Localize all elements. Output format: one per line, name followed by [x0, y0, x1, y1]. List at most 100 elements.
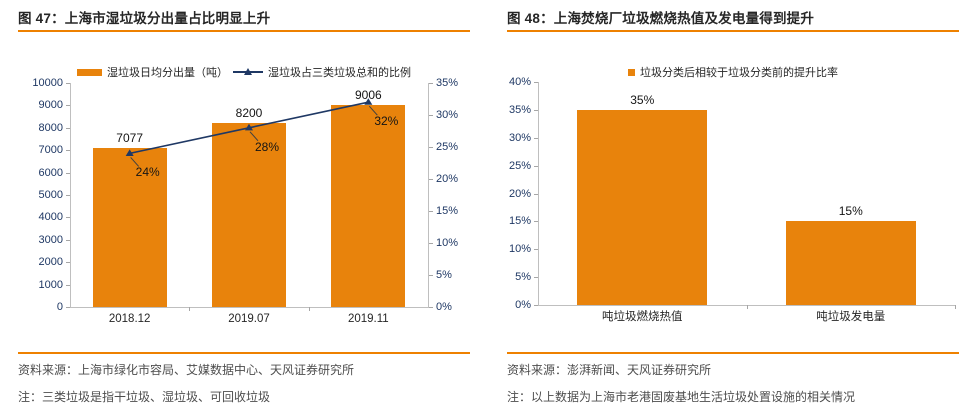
label-leader-line — [368, 105, 378, 116]
y-axis-label: 30% — [508, 131, 531, 144]
bar-value-label: 35% — [630, 92, 655, 107]
right-y-axis-label: 5% — [436, 269, 452, 281]
chart-legend: 湿垃圾日均分出量（吨） 湿垃圾占三类垃圾总和的比例 — [18, 64, 470, 80]
right-y-axis-label: 0% — [436, 301, 452, 313]
legend-line-swatch-icon — [233, 68, 263, 75]
bar-2019.07 — [212, 123, 286, 307]
figure-47-panel: 图 47：上海市湿垃圾分出量占比明显上升 湿垃圾日均分出量（吨） 湿垃圾占三类垃圾… — [0, 0, 488, 418]
left-axis-tick — [534, 221, 538, 223]
y-axis-label: 10% — [508, 243, 531, 256]
figure-48-note-text: 注：以上数据为上海市老港固废基地生活垃圾处置设施的相关情况 — [507, 390, 856, 404]
chart-legend: 垃圾分类后相较于垃圾分类前的提升比率 — [507, 64, 959, 80]
right-y-axis-label: 10% — [436, 237, 459, 249]
x-axis-label: 2019.11 — [347, 313, 389, 325]
legend-triangle-marker-icon — [244, 68, 252, 75]
left-axis-tick — [534, 193, 538, 195]
left-axis-line — [70, 83, 71, 308]
figure-47-source-text: 资料来源：上海市绿化市容局、艾媒数据中心、天风证券研究所 — [18, 363, 355, 377]
line-percent-label: 28% — [255, 139, 280, 154]
x-axis-label: 吨垃圾燃烧热值 — [602, 311, 683, 323]
bottom-axis-end-tick — [955, 305, 956, 309]
y-axis-label: 10000 — [32, 77, 63, 89]
x-axis-label: 2019.07 — [228, 313, 270, 325]
y-axis-label: 7000 — [38, 144, 63, 157]
left-axis-tick — [66, 262, 70, 264]
y-axis-label: 9000 — [38, 99, 63, 112]
bar-value-label: 7077 — [116, 131, 143, 146]
y-axis-label: 0 — [56, 301, 63, 313]
x-axis-label: 吨垃圾发电量 — [816, 311, 886, 323]
figure-47-source-divider — [18, 352, 470, 354]
right-axis-tick — [429, 115, 433, 116]
right-axis-tick — [429, 243, 433, 244]
right-axis-tick — [429, 147, 433, 148]
bar-value-label: 8200 — [235, 106, 263, 121]
x-axis-label: 2018.12 — [108, 313, 151, 325]
right-axis-tick — [429, 211, 433, 212]
figure-48-source-divider — [507, 352, 959, 354]
left-axis-tick — [534, 109, 538, 111]
left-axis-tick — [66, 239, 70, 241]
y-axis-label: 20% — [508, 187, 531, 200]
line-percent-label: 32% — [374, 114, 399, 129]
line-point-triangle-icon — [125, 149, 134, 156]
label-leader-line — [130, 157, 140, 167]
right-axis-tick — [429, 307, 433, 308]
left-axis-tick — [66, 172, 70, 174]
bar-吨垃圾燃烧热值 — [577, 109, 708, 305]
left-axis-tick — [534, 277, 538, 279]
right-y-axis-label: 30% — [436, 109, 459, 121]
left-axis-tick — [534, 249, 538, 251]
left-axis-tick — [534, 305, 538, 306]
line-percent-label: 24% — [135, 165, 160, 180]
y-axis-label: 0% — [515, 299, 531, 311]
figure-47-title: 图 47：上海市湿垃圾分出量占比明显上升 — [18, 11, 271, 26]
y-axis-label: 25% — [508, 159, 531, 172]
figure-48-source-text: 资料来源：澎湃新闻、天风证券研究所 — [507, 363, 712, 377]
figure-48-title: 图 48：上海焚烧厂垃圾燃烧热值及发电量得到提升 — [507, 11, 815, 26]
left-axis-tick — [66, 83, 70, 84]
figure-47-note-text: 注：三类垃圾是指干垃圾、湿垃圾、可回收垃圾 — [18, 390, 271, 404]
line-series-overlay — [125, 98, 378, 167]
left-axis-tick — [66, 284, 70, 286]
figure-48-panel: 图 48：上海焚烧厂垃圾燃烧热值及发电量得到提升 垃圾分类后相较于垃圾分类前的提… — [489, 0, 977, 418]
right-y-axis-label: 20% — [436, 173, 459, 185]
y-axis-label: 2000 — [38, 256, 63, 269]
right-axis-tick — [429, 275, 433, 276]
legend-label: 垃圾分类后相较于垃圾分类前的提升比率 — [640, 67, 838, 79]
bar-2019.11 — [331, 105, 406, 307]
legend-bar-swatch-icon — [77, 68, 102, 76]
left-axis-tick — [534, 165, 538, 167]
incineration-uplift-bar-chart: 垃圾分类后相较于垃圾分类前的提升比率 0% 5% 10% 15% 20% 25% 30% 35%… — [507, 60, 959, 345]
left-axis-tick — [66, 105, 70, 107]
wet-waste-combo-chart: 湿垃圾日均分出量（吨） 湿垃圾占三类垃圾总和的比例 0 1000 2000 3000 400… — [18, 60, 470, 345]
y-axis-label: 5% — [515, 271, 531, 284]
label-leader-line — [249, 131, 259, 142]
bottom-axis-tick — [308, 307, 310, 311]
y-axis-label: 3000 — [38, 233, 63, 246]
line-point-triangle-icon — [245, 123, 253, 131]
left-axis-tick — [66, 195, 70, 196]
left-axis-tick — [534, 82, 538, 83]
legend-label: 湿垃圾占三类垃圾总和的比例 — [268, 67, 411, 79]
line-point-triangle-icon — [364, 98, 373, 105]
right-y-axis-label: 25% — [436, 141, 459, 153]
y-axis-label: 1000 — [38, 278, 63, 291]
bar-value-label: 15% — [838, 204, 863, 219]
bar-value-label: 9006 — [354, 88, 382, 103]
left-axis-tick — [66, 127, 70, 129]
bottom-axis-tick — [746, 305, 748, 309]
y-axis-label: 15% — [508, 215, 531, 228]
right-y-axis-label: 35% — [436, 77, 459, 89]
right-y-axis-label: 15% — [436, 205, 459, 217]
y-axis-label: 6000 — [38, 166, 63, 179]
bar-2018.12 — [92, 148, 167, 307]
right-axis-tick — [429, 179, 433, 180]
y-axis-label: 35% — [508, 103, 531, 116]
y-axis-label: 5000 — [38, 189, 63, 201]
figure-48-title-underline — [507, 30, 959, 32]
right-axis-tick — [429, 83, 433, 84]
left-axis-tick — [66, 150, 70, 152]
legend-bar-swatch-icon — [628, 68, 635, 76]
